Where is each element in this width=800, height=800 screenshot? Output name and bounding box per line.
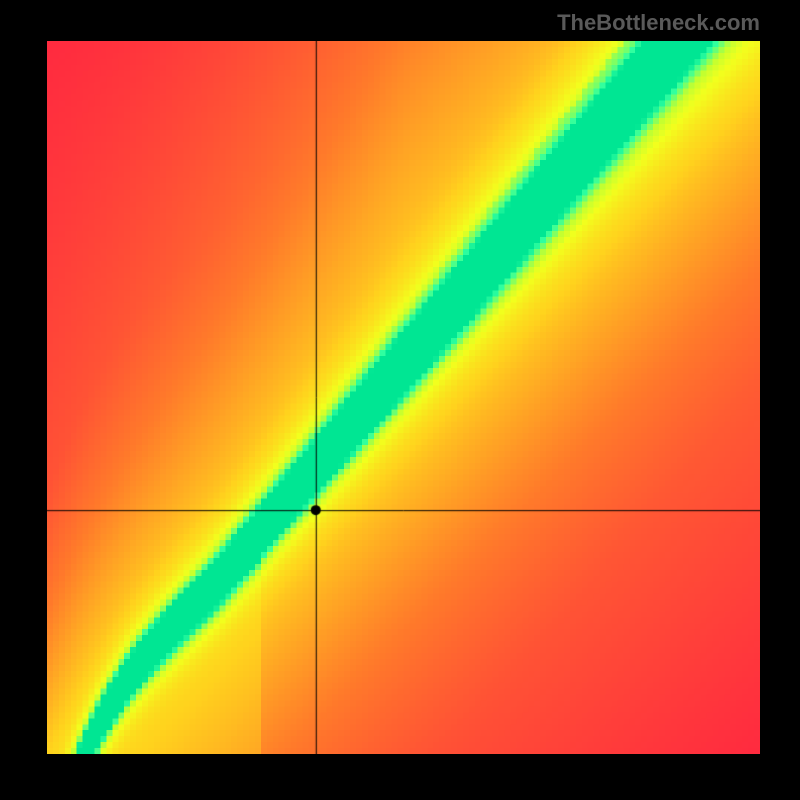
watermark-text: TheBottleneck.com	[557, 10, 760, 36]
overlay-canvas	[47, 41, 760, 754]
chart-container: TheBottleneck.com	[0, 0, 800, 800]
